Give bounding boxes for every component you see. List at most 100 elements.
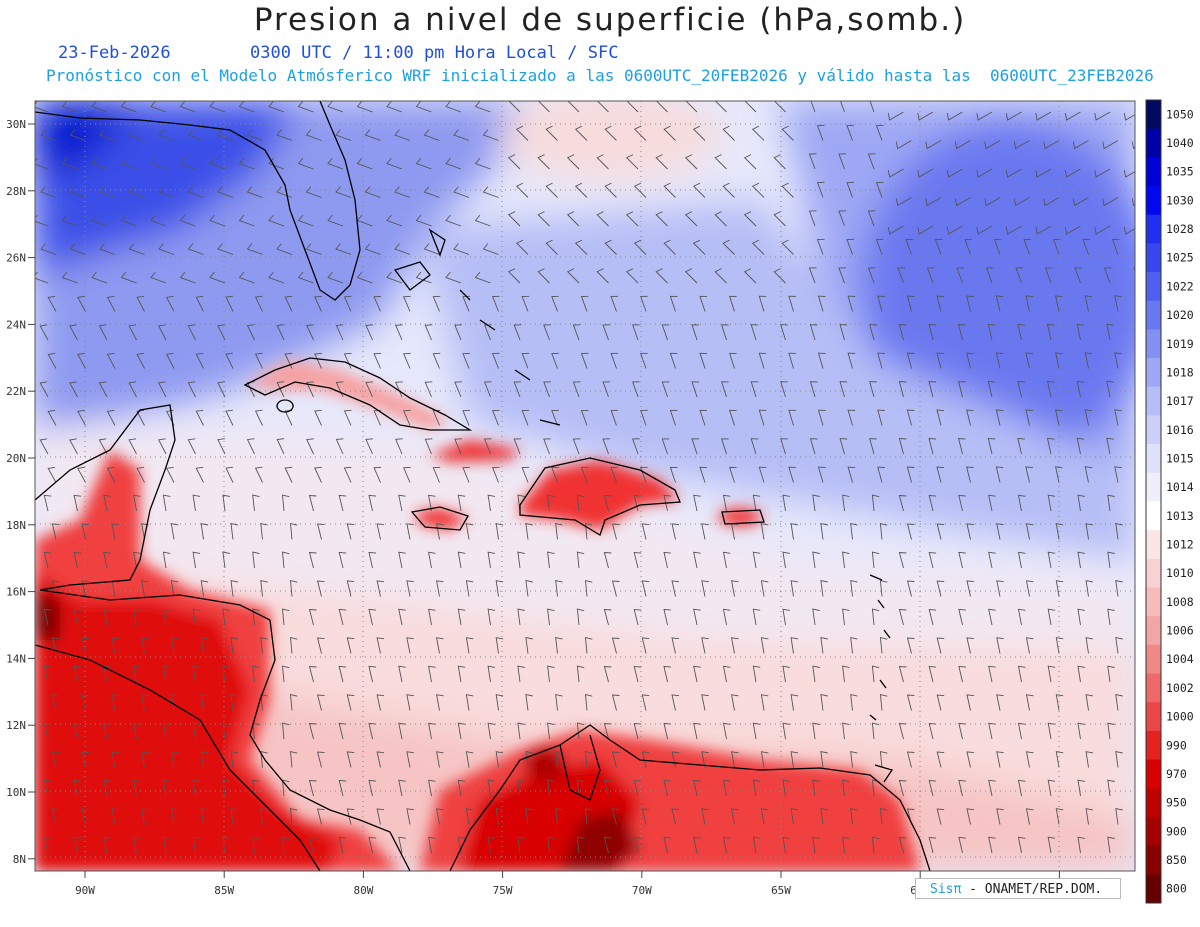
wind-barb (701, 694, 709, 711)
wind-barb (1055, 637, 1064, 654)
wind-barb (246, 129, 263, 141)
wind-barb (1017, 437, 1025, 455)
wind-barb (693, 608, 701, 626)
wind-barb (61, 271, 78, 284)
wind-barb (809, 381, 818, 398)
wind-barb (936, 409, 945, 426)
wind-barb (917, 225, 934, 235)
wind-barb (1035, 168, 1052, 178)
wind-barb (906, 295, 915, 312)
wind-barb (663, 608, 671, 626)
wind-barb (252, 494, 260, 512)
wind-barb (684, 154, 698, 170)
wind-barb (308, 609, 317, 626)
wind-barb (1115, 523, 1123, 540)
wind-barb (1055, 751, 1064, 768)
wind-barb (495, 694, 504, 711)
wind-barb (1094, 111, 1111, 121)
wind-barb (368, 779, 377, 797)
wind-barb (641, 808, 650, 825)
wind-barb (602, 324, 611, 341)
coastlines (35, 101, 931, 871)
wind-barb (373, 295, 382, 312)
wind-barb (338, 608, 347, 626)
wind-barb (946, 168, 963, 178)
wind-barb (158, 129, 175, 141)
wind-barb (780, 438, 788, 455)
wind-barb (580, 295, 589, 312)
wind-barb (356, 101, 373, 113)
wind-barb (276, 324, 285, 341)
wind-barb (368, 722, 377, 740)
wind-barb (758, 295, 767, 312)
wind-barb (867, 153, 876, 170)
pressure-colorbar: 1050 1040 1035 1030 1028 1025 1022 1020 1019 1018… (1145, 99, 1194, 904)
wind-barb (150, 271, 167, 284)
wind-barb (906, 751, 915, 768)
wind-barb (1136, 381, 1143, 397)
wind-barb (1107, 722, 1115, 740)
wind-barb (603, 723, 612, 740)
wind-barb (281, 665, 290, 683)
wind-barb (898, 723, 907, 740)
wind-barb (314, 409, 322, 426)
wind-barb (1107, 494, 1115, 512)
wind-barb (254, 295, 263, 312)
wind-barb (1046, 437, 1055, 455)
wind-barb (483, 381, 492, 398)
wind-barb (820, 523, 828, 540)
wind-barb (398, 836, 406, 854)
colorbar-label: 1035 (1166, 165, 1194, 179)
wind-barb (720, 438, 729, 455)
wind-barb (966, 580, 975, 597)
wind-barb (1106, 437, 1114, 455)
wind-barb (842, 608, 850, 626)
wind-barb (693, 722, 701, 740)
lat-label: 26N (6, 252, 26, 265)
wind-barb (839, 101, 845, 113)
wind-barb (936, 580, 945, 597)
lat-label: 22N (6, 385, 26, 398)
wind-barb (1055, 580, 1064, 597)
wind-barb (846, 238, 855, 255)
wind-barb (1077, 608, 1085, 626)
wind-barb (958, 323, 966, 341)
wind-barb (254, 409, 263, 426)
colorbar-swatch (1146, 759, 1161, 789)
wind-barb (415, 101, 432, 113)
wind-barb (752, 665, 761, 683)
wind-barb (812, 665, 820, 683)
wind-barb (928, 779, 937, 797)
wind-barb (603, 609, 612, 626)
wind-barb (928, 494, 937, 512)
colorbar-label: 1010 (1166, 566, 1194, 580)
wind-barb (750, 324, 759, 341)
wind-barb (179, 271, 196, 284)
wind-barb (276, 438, 285, 455)
wind-barb (752, 722, 761, 740)
wind-barb (1085, 808, 1094, 825)
wind-barb (1064, 225, 1081, 235)
wind-barb (195, 295, 204, 312)
wind-barb (222, 494, 230, 512)
colorbar-swatch (1146, 272, 1161, 302)
wind-barb (487, 779, 496, 797)
wind-barb (51, 580, 60, 597)
wind-barb (1077, 494, 1085, 512)
wind-barb (966, 751, 975, 768)
wind-barb (106, 466, 116, 483)
wind-barb (43, 494, 52, 512)
wind-barb (820, 808, 828, 825)
wind-barb (306, 438, 314, 455)
wind-barb (580, 352, 589, 369)
wind-barb (1107, 608, 1115, 626)
wind-barb (158, 243, 175, 255)
colorbar-label: 1012 (1166, 538, 1194, 552)
lat-label: 12N (6, 719, 26, 732)
wind-barb (364, 129, 381, 141)
wind-barb (453, 243, 470, 255)
wind-barb (43, 665, 52, 683)
colorbar-label: 1020 (1166, 308, 1194, 322)
wind-barb (238, 271, 255, 284)
wind-barb (584, 523, 593, 540)
